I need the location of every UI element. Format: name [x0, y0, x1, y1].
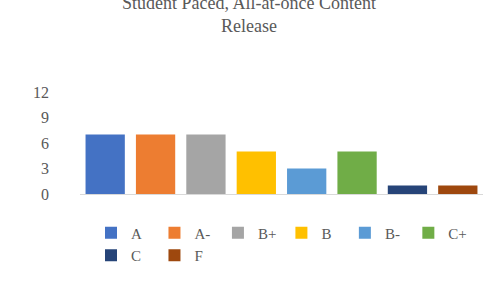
- svg-text:C+: C+: [448, 226, 466, 242]
- svg-text:B-: B-: [385, 226, 400, 242]
- svg-text:C: C: [131, 248, 141, 264]
- svg-text:9: 9: [41, 109, 49, 126]
- svg-text:0: 0: [41, 186, 49, 203]
- svg-text:12: 12: [33, 84, 49, 101]
- svg-text:B: B: [321, 226, 331, 242]
- svg-text:A: A: [131, 226, 142, 242]
- svg-text:3: 3: [41, 160, 49, 177]
- svg-text:6: 6: [41, 135, 49, 152]
- svg-text:F: F: [194, 248, 202, 264]
- svg-text:Student Paced, All-at-once Con: Student Paced, All-at-once ContentReleas…: [122, 0, 376, 36]
- svg-text:A-: A-: [194, 226, 210, 242]
- svg-text:B+: B+: [258, 226, 276, 242]
